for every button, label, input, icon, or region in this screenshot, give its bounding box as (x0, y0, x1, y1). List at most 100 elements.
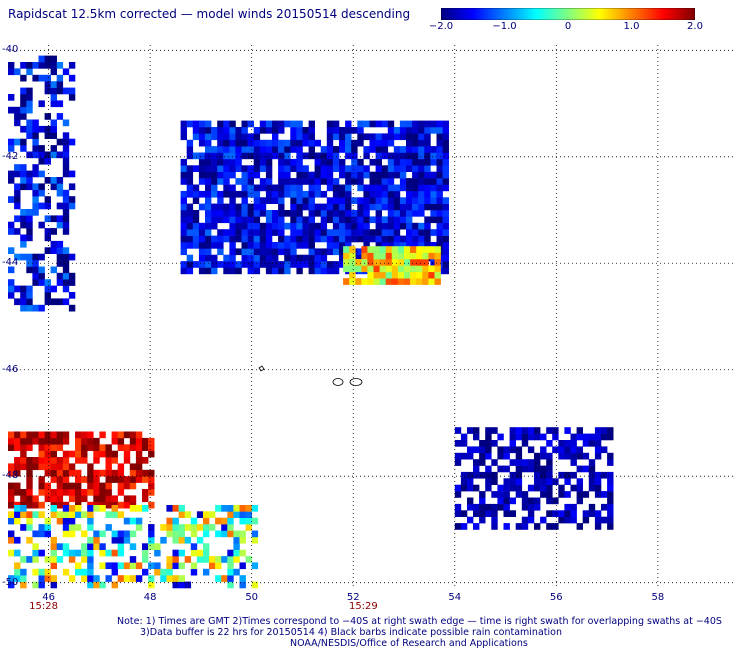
data-cell (284, 190, 291, 198)
data-cell (233, 505, 240, 512)
data-cell (576, 523, 583, 530)
data-cell (308, 178, 315, 185)
data-cell (8, 94, 15, 101)
data-cell (56, 113, 64, 120)
data-cell (245, 505, 252, 512)
data-cell (424, 165, 431, 172)
data-cell (68, 94, 76, 101)
data-cell (357, 203, 364, 211)
data-cell (148, 437, 155, 445)
data-cell (38, 170, 45, 178)
data-cell (399, 120, 407, 128)
colorbar-tick-label: 2.0 (687, 21, 703, 32)
data-cell (259, 242, 267, 249)
data-cell (233, 536, 240, 544)
data-cell (148, 450, 155, 458)
data-cell (8, 145, 15, 152)
data-cell (339, 158, 346, 166)
data-cell (129, 437, 137, 445)
data-cell (20, 511, 27, 518)
data-cell (196, 549, 204, 557)
data-cell (81, 568, 88, 576)
data-cell (14, 189, 21, 197)
data-cell (32, 202, 39, 210)
data-cell (14, 285, 21, 293)
data-cell (20, 431, 27, 439)
data-cell (247, 242, 254, 249)
data-cell (251, 581, 259, 589)
data-cell (32, 138, 39, 146)
data-cell (44, 151, 51, 159)
data-cell (50, 469, 57, 477)
data-cell (8, 517, 15, 525)
data-cell (355, 278, 362, 285)
data-cell (186, 242, 194, 249)
data-cell (50, 549, 57, 557)
data-cell (68, 489, 76, 496)
data-cell (385, 265, 393, 273)
data-cell (93, 469, 100, 477)
data-cell (50, 562, 57, 570)
data-cell (148, 575, 155, 582)
data-cell (105, 469, 112, 477)
data-cell (239, 581, 246, 589)
data-cell (229, 267, 236, 275)
data-cell (387, 203, 395, 211)
data-cell (558, 440, 565, 447)
data-cell (576, 478, 583, 485)
data-cell (123, 517, 131, 525)
data-cell (62, 549, 70, 557)
data-cell (75, 489, 82, 496)
data-cell (259, 184, 267, 192)
data-cell (546, 471, 553, 479)
data-cell (393, 229, 401, 236)
data-cell (50, 536, 57, 544)
data-cell (56, 189, 64, 197)
data-cell (44, 457, 51, 464)
data-cell (117, 431, 125, 439)
data-cell (521, 497, 529, 505)
data-cell (357, 127, 364, 134)
data-cell (375, 210, 382, 217)
data-cell (229, 152, 236, 160)
data-cell (117, 489, 125, 496)
data-cell (594, 491, 602, 498)
data-cell (369, 203, 376, 211)
data-cell (351, 146, 358, 153)
data-cell (172, 505, 179, 512)
data-cell (375, 235, 382, 243)
data-cell (473, 471, 480, 479)
data-cell (229, 222, 236, 230)
data-cell (192, 261, 200, 268)
data-cell (205, 171, 212, 179)
data-cell (87, 482, 94, 490)
data-cell (397, 246, 405, 253)
data-cell (314, 184, 321, 192)
data-cell (424, 152, 431, 160)
data-cell (38, 202, 45, 210)
data-cell (99, 549, 106, 557)
data-cell (404, 246, 411, 253)
data-cell (418, 139, 425, 147)
data-cell (198, 267, 206, 275)
data-cell (62, 87, 70, 95)
data-cell (418, 235, 425, 243)
data-cell (44, 113, 51, 120)
data-cell (351, 165, 358, 172)
data-cell (442, 229, 449, 236)
data-cell (314, 248, 321, 256)
data-cell (135, 469, 143, 477)
data-cell (62, 202, 70, 210)
data-cell (160, 536, 167, 544)
data-cell (32, 501, 39, 509)
data-cell (540, 446, 547, 454)
data-cell (192, 197, 200, 204)
data-cell (184, 556, 192, 563)
data-cell (44, 81, 51, 88)
data-cell (62, 164, 70, 171)
data-cell (349, 252, 356, 260)
data-cell (515, 452, 523, 460)
data-cell (241, 254, 248, 262)
data-cell (205, 120, 212, 128)
data-cell (211, 222, 218, 230)
